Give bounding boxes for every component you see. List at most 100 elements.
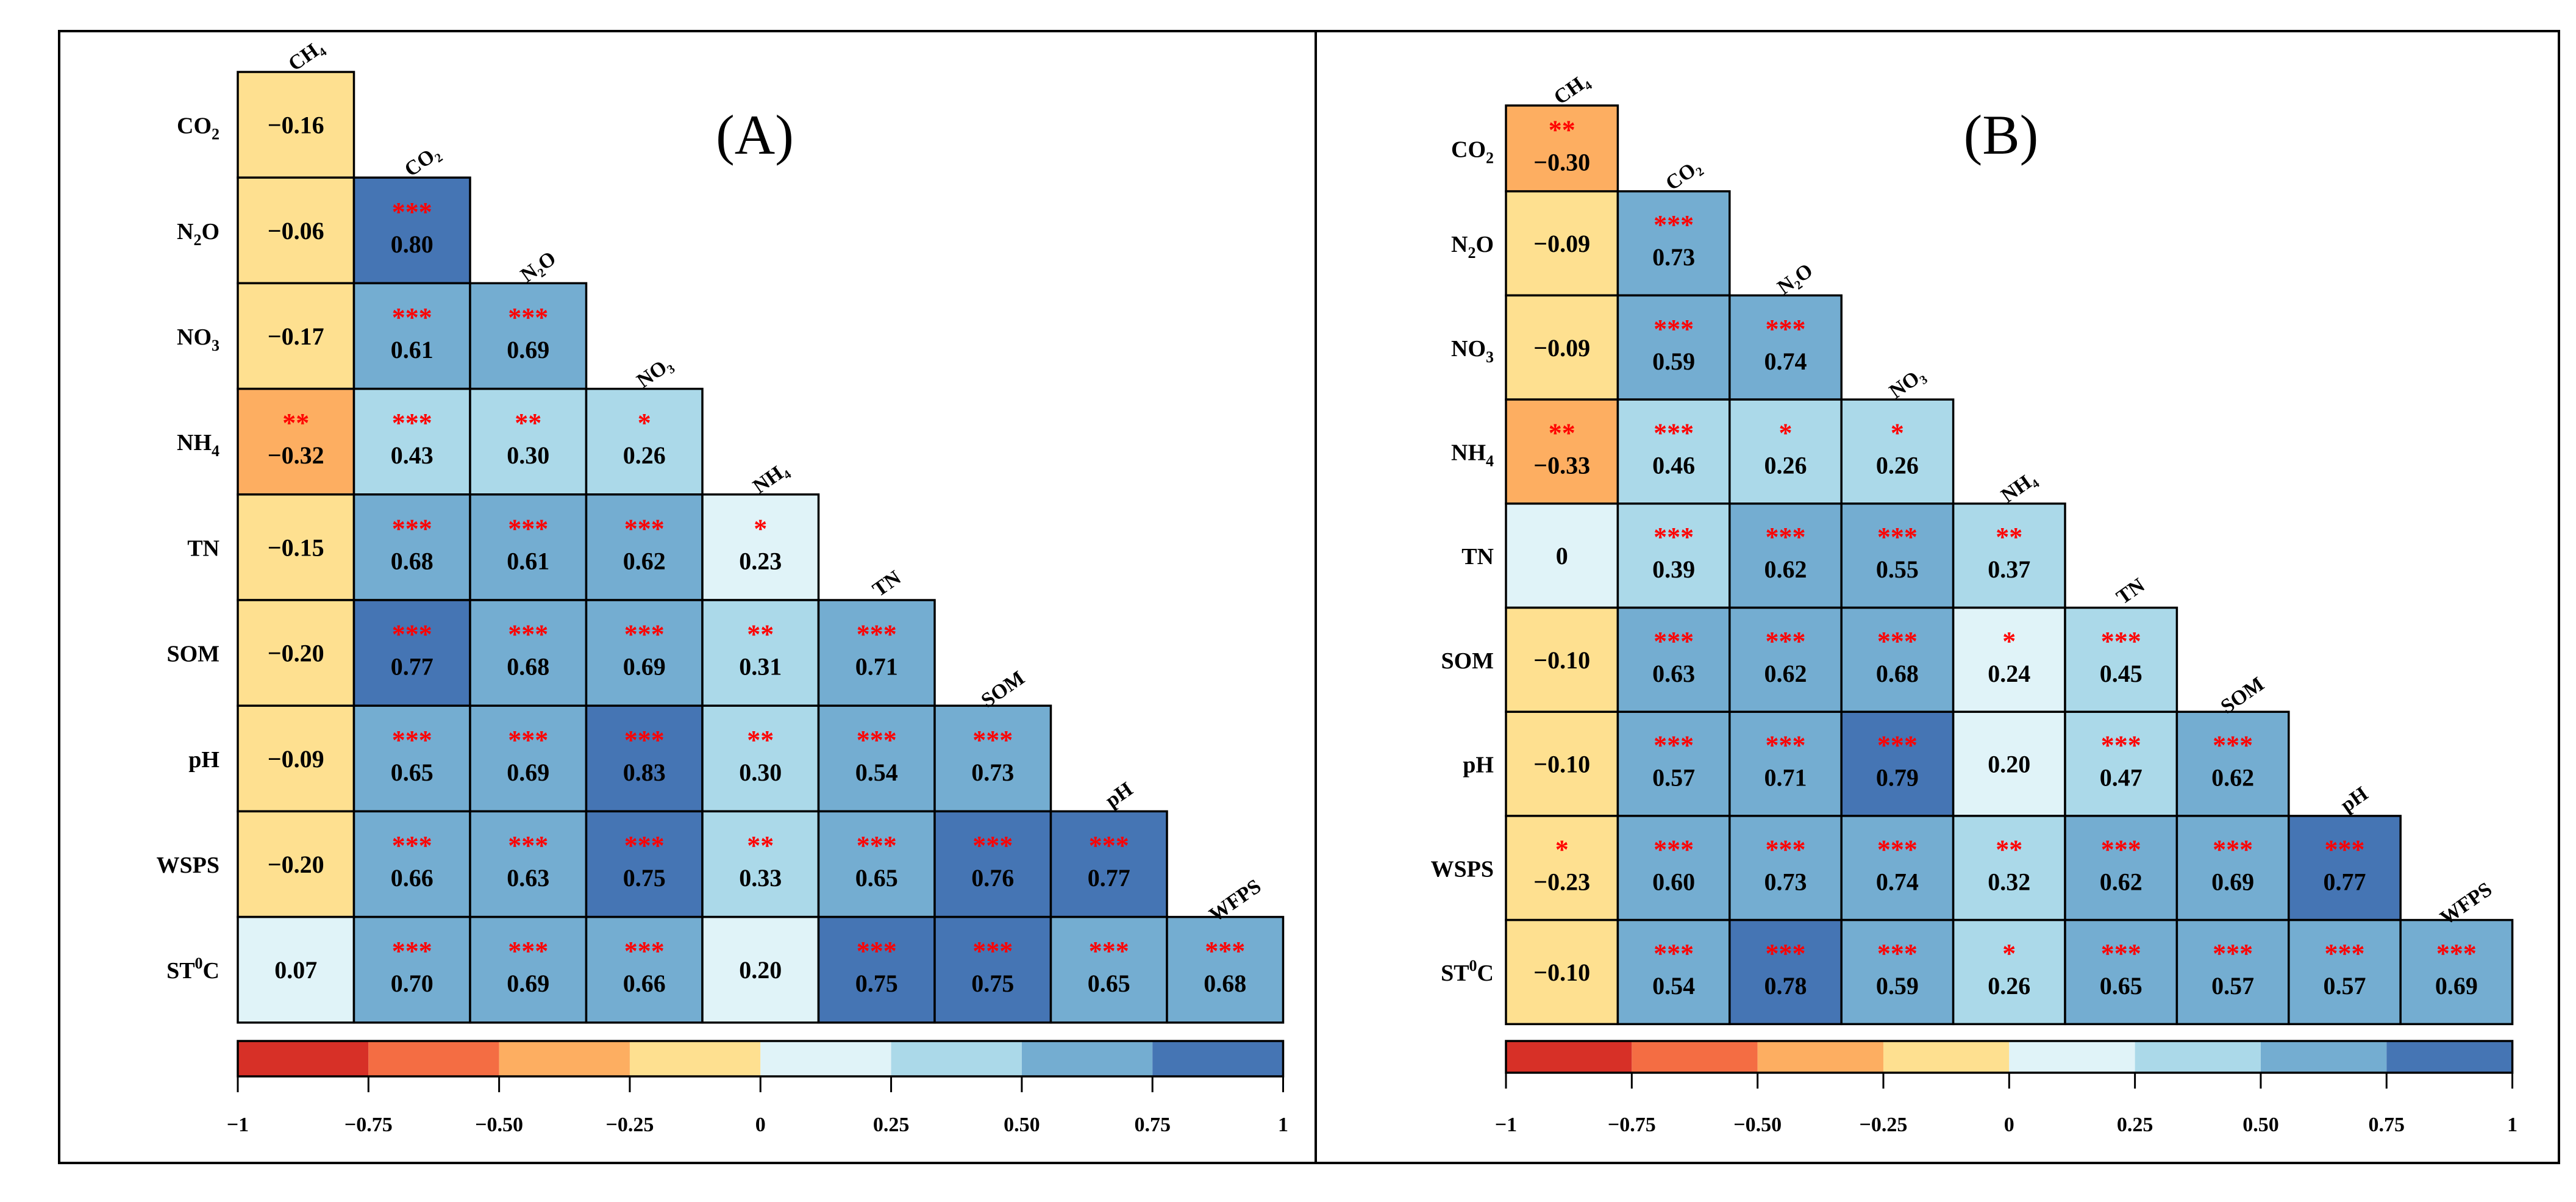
colorbar-segment [760,1041,891,1076]
heatmap-cell [1049,915,1168,1024]
heatmap-cell [1616,815,1731,921]
heatmap-cell [2175,710,2290,817]
correlation-value: 0.59 [1652,348,1695,375]
significance-mark: *** [2325,834,2365,864]
significance-mark: *** [1877,626,1918,656]
correlation-value: 0.76 [971,864,1014,892]
row-label: SOM [166,642,219,667]
significance-mark: *** [1877,939,1918,968]
colorbar-segment [1021,1041,1153,1076]
heatmap-cell [237,915,355,1024]
significance-mark: *** [972,725,1013,755]
correlation-value: 0.78 [1764,972,1807,1000]
correlation-value: 0.62 [1764,660,1807,687]
heatmap-cell [701,915,820,1024]
significance-mark: * [1779,418,1793,448]
correlation-value: −0.10 [1533,959,1590,986]
correlation-value: 0.30 [739,759,782,786]
significance-mark: *** [624,513,665,543]
heatmap-cell [469,387,588,496]
colorbar-tick-label: −1 [227,1114,249,1136]
correlation-value: 0.77 [391,653,433,681]
significance-mark: * [1555,834,1569,864]
heatmap-cell [1505,398,1619,505]
correlation-value: 0.70 [391,970,433,997]
heatmap-cell [1729,918,1843,1026]
heatmap-cell [585,387,704,496]
heatmap-cell [1616,398,1731,505]
significance-mark: *** [2101,626,2141,656]
panel-title: (A) [716,104,794,166]
correlation-value: 0.24 [1988,660,2030,687]
significance-mark: *** [392,302,432,332]
heatmap-cell [2399,918,2514,1026]
significance-mark: *** [508,831,548,860]
colorbar-segment [1632,1041,1758,1073]
correlation-value: 0.68 [1876,660,1919,687]
correlation-value: −0.33 [1533,451,1590,479]
correlation-value: 0.66 [623,970,666,997]
heatmap-cell [585,704,704,813]
colorbar-tick-label: 0.50 [1004,1114,1040,1136]
significance-mark: ** [515,408,541,438]
row-label: CO2 [1451,137,1494,166]
correlation-value: 0.45 [2100,660,2143,687]
heatmap-cell [237,493,355,601]
correlation-value: 0.77 [1088,864,1130,892]
colorbar-segment [1506,1041,1632,1073]
colorbar-segment [499,1041,630,1076]
colorbar-segment [1152,1041,1283,1076]
correlation-value: 0.33 [739,864,782,892]
correlation-value: 0.68 [391,547,433,574]
significance-mark: *** [1654,939,1694,968]
correlation-value: −0.10 [1533,751,1590,778]
heatmap-cell [352,810,471,918]
significance-mark: *** [2213,731,2253,760]
significance-mark: ** [747,725,774,755]
correlation-value: 0.71 [1764,764,1807,792]
correlation-value: 0.26 [623,442,666,469]
colorbar-tick-label: −0.25 [606,1114,654,1136]
correlation-value: 0.54 [855,759,898,786]
significance-mark: *** [392,197,432,227]
significance-mark: *** [392,936,432,966]
correlation-value: 0.80 [391,231,433,258]
significance-mark: *** [624,936,665,966]
colorbar-tick-label: 0 [2004,1114,2014,1136]
heatmap-cell [2175,918,2290,1026]
significance-mark: *** [508,725,548,755]
heatmap-cell [237,282,355,390]
significance-mark: *** [1766,314,1806,344]
correlation-value: 0.26 [1988,972,2030,1000]
heatmap-cell [1840,398,1955,505]
heatmap-cell [1505,104,1619,193]
heatmap-cell [1616,503,1731,609]
heatmap-cell [2288,918,2402,1026]
significance-mark: *** [624,725,665,755]
correlation-value: 0.83 [623,759,666,786]
heatmap-cell [1505,606,1619,713]
heatmap-cell [1729,606,1843,713]
colorbar-tick-label: −1 [1495,1114,1517,1136]
correlation-value: 0.75 [855,970,898,997]
colorbar-tick-label: 0.25 [873,1114,910,1136]
correlation-value: 0.60 [1652,868,1695,895]
heatmap-cell [1166,915,1285,1024]
correlation-value: −0.10 [1533,646,1590,674]
significance-mark: *** [857,936,897,966]
correlation-value: −0.32 [268,442,324,469]
correlation-value: −0.09 [1533,230,1590,257]
heatmap-cell [352,599,471,707]
correlation-value: 0.65 [391,759,433,786]
significance-mark: ** [1549,418,1575,448]
correlation-value: −0.09 [268,745,324,773]
significance-mark: *** [2213,834,2253,864]
correlation-value: 0.63 [1652,660,1695,687]
panel-title: (B) [1964,104,2039,166]
heatmap-cell [1616,190,1731,297]
correlation-value: 0.07 [274,956,317,984]
significance-mark: *** [2436,939,2477,968]
significance-mark: *** [392,513,432,543]
correlation-value: 0.69 [2435,972,2478,1000]
